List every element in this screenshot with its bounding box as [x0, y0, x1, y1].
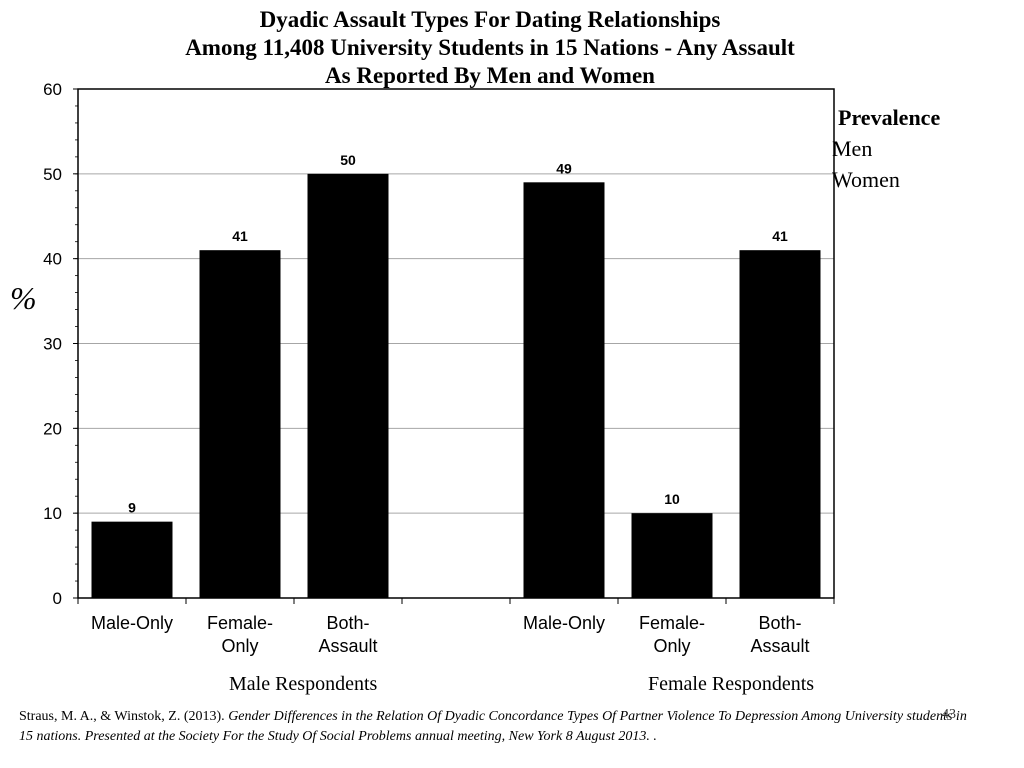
bar-2 [307, 173, 389, 599]
y-tick-label-0: 0 [53, 589, 62, 608]
y-tick-label-30: 30 [43, 335, 62, 354]
y-tick-label-50: 50 [43, 165, 62, 184]
axes [73, 88, 835, 604]
y-tick-label-60: 60 [43, 80, 62, 99]
citation-title: Gender Differences in the Relation Of Dy… [19, 709, 967, 744]
data-label-1: 41 [232, 228, 248, 244]
y-axis-symbol: % [10, 280, 37, 316]
citation: Straus, M. A., & Winstok, Z. (2013). Gen… [19, 707, 979, 747]
category-label-2-1: Assault [318, 636, 377, 656]
legend-title: Prevalence [838, 105, 941, 130]
category-label-5-1: Only [653, 636, 690, 656]
legend: Prevalence Men Women [832, 102, 940, 195]
category-label-1-0: Female- [207, 613, 273, 633]
bar-4 [523, 182, 605, 599]
y-tick-label-40: 40 [43, 250, 62, 269]
category-label-6-1: Assault [750, 636, 809, 656]
data-label-2: 50 [340, 152, 356, 168]
labels: 0 10 20 30 40 50 60 9 Male-Only 41 Female- Only 50 Bo… [43, 80, 809, 656]
legend-item-women: Women [832, 167, 900, 192]
data-label-4: 49 [556, 160, 572, 176]
category-label-5-0: Female- [639, 613, 705, 633]
bars [91, 173, 821, 599]
data-label-6: 41 [772, 228, 788, 244]
category-label-2-0: Both- [326, 613, 369, 633]
data-label-0: 9 [128, 500, 136, 516]
category-label-6-0: Both- [758, 613, 801, 633]
category-label-0-0: Male-Only [91, 613, 173, 633]
y-tick-label-10: 10 [43, 504, 62, 523]
gridlines [78, 88, 834, 514]
plot-frame [77, 88, 835, 599]
category-label-1-1: Only [221, 636, 258, 656]
chart-title-line-3: As Reported By Men and Women [325, 63, 655, 88]
page-number: 43 [942, 707, 956, 722]
chart-title-line-2: Among 11,408 University Students in 15 N… [185, 35, 795, 60]
chart-title-line-1: Dyadic Assault Types For Dating Relation… [259, 7, 721, 32]
citation-authors: Straus, M. A., & Winstok, Z. (2013). [19, 709, 229, 724]
legend-item-men: Men [832, 136, 873, 161]
bar-1 [199, 250, 281, 598]
data-label-5: 10 [664, 491, 680, 507]
bar-6 [739, 250, 821, 598]
group-label-male: Male Respondents [229, 673, 378, 695]
bar-0 [91, 521, 173, 598]
category-label-4-0: Male-Only [523, 613, 605, 633]
group-label-female: Female Respondents [648, 673, 815, 695]
y-tick-label-20: 20 [43, 419, 62, 438]
bar-5 [631, 513, 713, 598]
chart-title: Dyadic Assault Types For Dating Relation… [0, 6, 980, 90]
